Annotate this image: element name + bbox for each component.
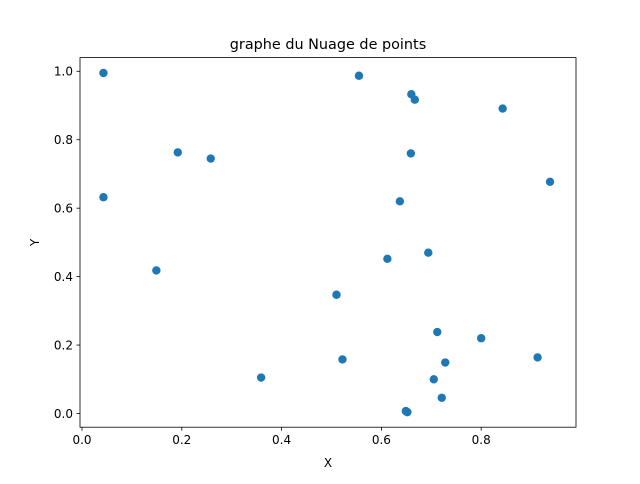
x-tick-label: 0.6 [372,433,391,447]
scatter-point [395,197,405,206]
x-tick-label: 0.0 [72,433,91,447]
x-tick-label: 0.4 [272,433,291,447]
x-tick-label: 0.8 [472,433,491,447]
scatter-point [498,104,507,113]
y-axis: 0.0 0.2 0.4 0.6 0.8 1.0 [54,65,80,421]
chart-title: graphe du Nuage de points [230,37,426,53]
scatter-point [533,353,542,362]
scatter-point [406,149,416,158]
scatter-point [476,334,486,343]
x-tick-label: 0.2 [172,433,191,447]
scatter-point [403,407,412,417]
y-tick-label: 0.2 [54,338,73,352]
y-axis-label: Y [28,238,42,247]
scatter-point [332,290,341,299]
scatter-point [206,154,215,163]
scatter-point [383,254,392,264]
scatter-point [99,193,108,202]
scatter-point [545,177,555,187]
y-tick-label: 0.8 [54,133,73,147]
scatter-point [441,358,450,367]
x-axis: 0.0 0.2 0.4 0.6 0.8 [72,427,491,447]
scatter-point [338,355,347,364]
scatter-point [256,373,266,382]
y-tick-label: 0.6 [54,201,73,215]
y-tick-label: 0.0 [54,407,73,421]
data-points [99,68,555,417]
y-tick-label: 1.0 [54,65,73,79]
scatter-point [424,248,433,257]
x-axis-label: X [324,456,332,470]
scatter-point [99,68,108,78]
scatter-point [354,71,364,80]
y-tick-label: 0.4 [54,270,73,284]
scatter-point [410,95,420,104]
plot-frame [79,57,577,428]
scatter-point [173,148,182,157]
scatter-point [437,393,446,402]
scatter-point [152,266,161,275]
scatter-point [429,375,438,384]
scatter-point [433,327,442,337]
